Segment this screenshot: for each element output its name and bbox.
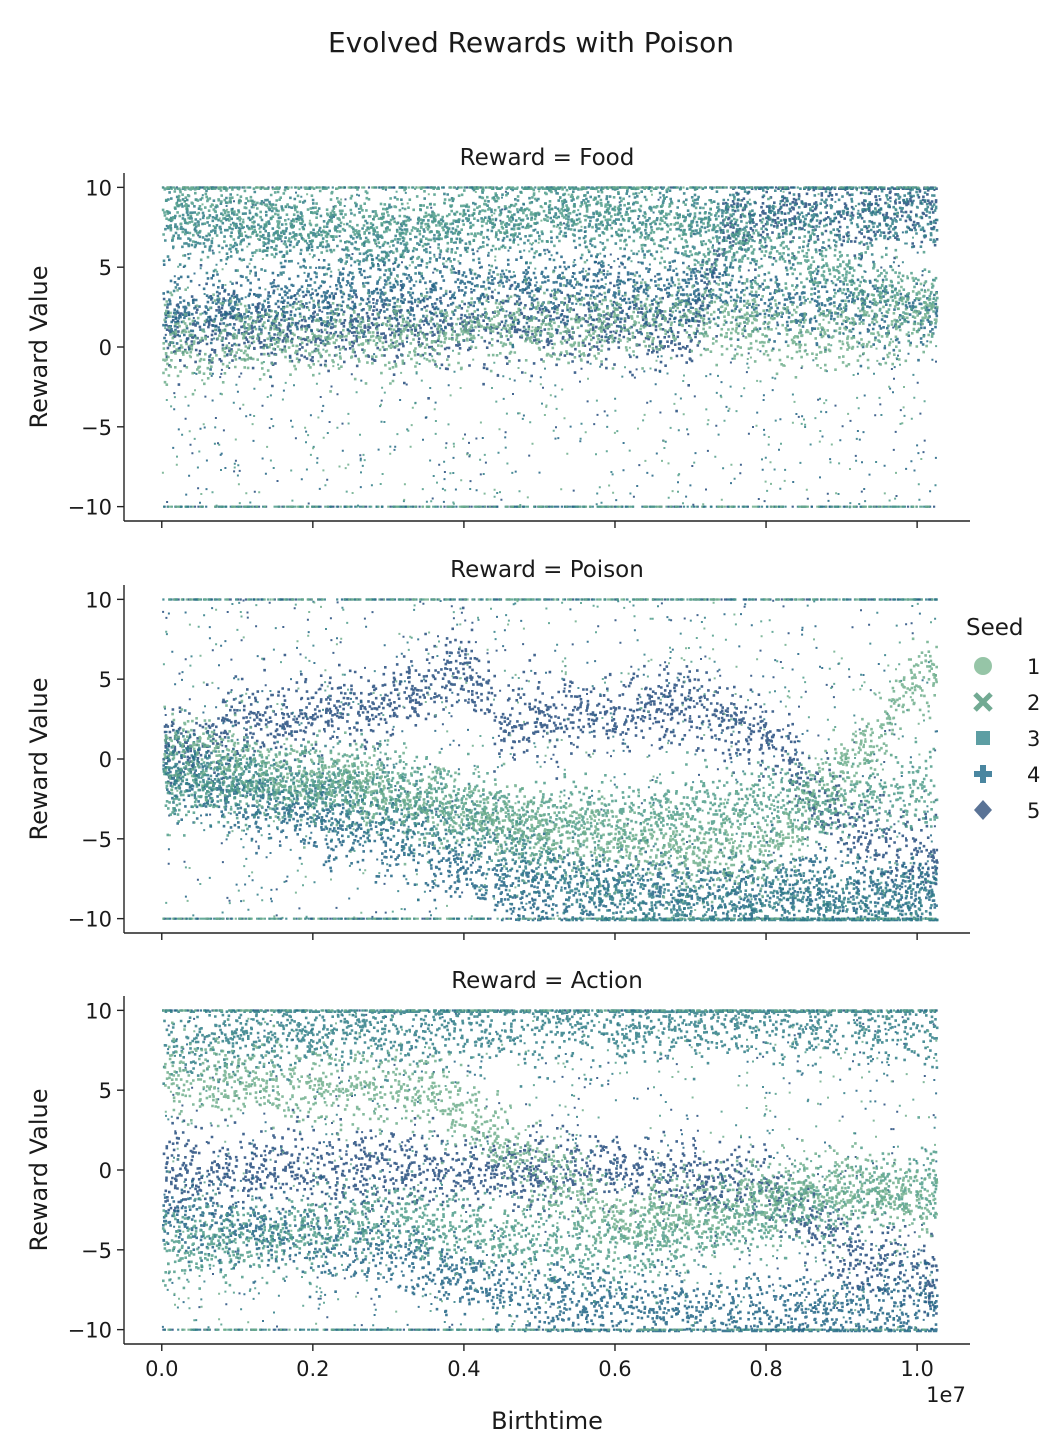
y-tick-label: 10 (85, 588, 112, 612)
y-tick-label: −10 (68, 1319, 112, 1343)
legend-marker-plus (974, 765, 992, 783)
scatter-points (162, 598, 939, 922)
scatter-points (161, 186, 939, 509)
x-tick-label: 0.0 (145, 1357, 178, 1381)
seed-1-points (161, 186, 939, 508)
y-tick-label: 0 (99, 336, 112, 360)
y-axis-label: Reward Value (25, 678, 53, 841)
y-tick-label: 10 (85, 999, 112, 1023)
y-tick-label: 5 (99, 668, 112, 692)
panel-title: Reward = Action (451, 968, 643, 994)
seed-5-points (162, 598, 939, 920)
legend-label: 5 (1027, 799, 1040, 823)
x-offset-label: 1e7 (926, 1383, 966, 1407)
seed-3-points (162, 1009, 939, 1331)
legend-label: 1 (1027, 655, 1040, 679)
panel-title: Reward = Food (460, 145, 635, 171)
y-axis-label: Reward Value (25, 1089, 53, 1252)
seed-5-points (162, 1009, 939, 1331)
legend-marker-x (973, 692, 993, 712)
x-tick-label: 1.0 (900, 1357, 933, 1381)
seed-4-points (162, 598, 938, 922)
y-tick-label: 10 (85, 176, 112, 200)
legend-entry-1: 1 (974, 655, 1040, 679)
panel-1: Reward = Food 10 5 0 −5 −10 Reward Value (25, 145, 970, 528)
y-tick-label: 5 (99, 1079, 112, 1103)
y-tick-label: −10 (68, 908, 112, 932)
panel-title: Reward = Poison (450, 557, 644, 583)
seed-4-points (161, 1009, 939, 1333)
x-tick-label: 0.4 (447, 1357, 480, 1381)
legend-label: 4 (1027, 763, 1040, 787)
legend-label: 3 (1027, 727, 1040, 751)
legend-marker-square (976, 731, 990, 745)
legend-entry-2: 2 (973, 691, 1040, 715)
y-tick-label: 5 (99, 256, 112, 280)
y-tick-label: 0 (99, 748, 112, 772)
y-axis-label: Reward Value (25, 266, 53, 429)
x-tick-label: 0.2 (296, 1357, 329, 1381)
legend-marker-circle (974, 657, 992, 675)
panel-3: Reward = Action 10 5 0 −5 −10 0.0 0.2 0.4 0.6 0.8 1… (25, 968, 970, 1381)
y-tick-label: 0 (99, 1159, 112, 1183)
legend-title: Seed (966, 615, 1024, 641)
x-tick-label: 0.6 (598, 1357, 631, 1381)
y-tick-label: −10 (68, 496, 112, 520)
scatter-points (161, 1009, 939, 1333)
y-tick-label: −5 (81, 416, 112, 440)
seed-4-points (162, 186, 939, 508)
figure-title: Evolved Rewards with Poison (328, 26, 734, 59)
y-tick-label: −5 (81, 1239, 112, 1263)
seed-2-points (161, 1009, 938, 1331)
seed-2-points (161, 186, 939, 508)
legend-entry-5: 5 (974, 799, 1040, 823)
legend-label: 2 (1027, 691, 1040, 715)
legend-entry-4: 4 (974, 763, 1040, 787)
x-axis-label: Birthtime (491, 1407, 603, 1435)
y-tick-label: −5 (81, 828, 112, 852)
x-tick-label: 0.8 (749, 1357, 782, 1381)
seed-1-points (162, 1009, 939, 1331)
legend-marker-diamond (974, 800, 992, 820)
panel-2: Reward = Poison 10 5 0 −5 −10 Reward Value (25, 557, 970, 940)
legend-entry-3: 3 (976, 727, 1040, 751)
